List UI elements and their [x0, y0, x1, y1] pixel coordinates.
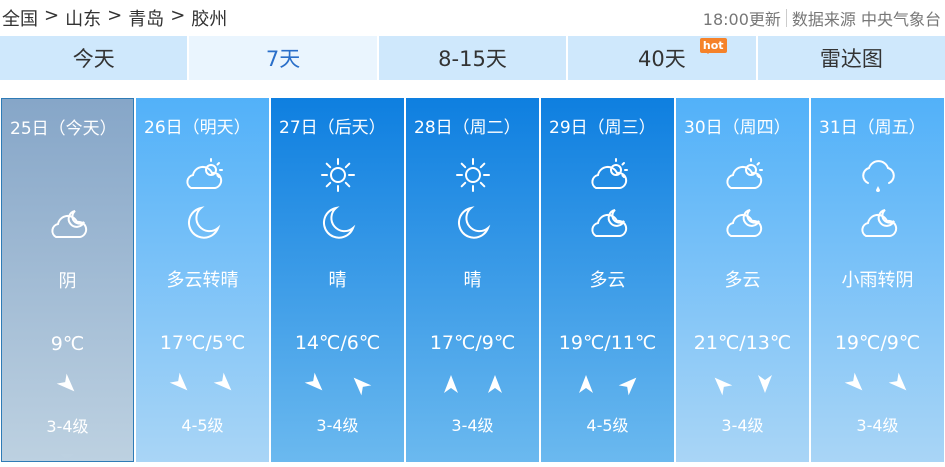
cloud-moon-icon — [590, 209, 627, 237]
weather-desc: 多云 — [724, 270, 761, 291]
cloud-moon-icon — [860, 209, 897, 237]
day-date: 27日（后天） — [279, 118, 386, 138]
hot-badge: hot — [699, 38, 727, 54]
source-info: 18:00更新 数据来源 中央气象台 — [703, 6, 941, 30]
wind-directions — [811, 372, 944, 395]
weather-desc: 小雨转阴 — [841, 270, 914, 291]
wind-arrow-icon — [888, 372, 906, 391]
tab-7-days[interactable]: 7天 — [189, 36, 377, 80]
breadcrumb-current: 胶州 — [191, 9, 228, 30]
day-card[interactable]: 30日（周四） 多云 21℃/13℃ 3-4级 — [676, 98, 809, 462]
header: 全国 > 山东 > 青岛 > 胶州 18:00更新 数据来源 中央气象台 — [0, 0, 945, 36]
moon-icon — [187, 207, 219, 239]
day-card[interactable]: 29日（周三） 多云 19℃/11℃ 4-5级 — [541, 98, 674, 462]
wind-level: 3-4级 — [46, 417, 89, 436]
wind-directions — [406, 373, 539, 395]
sun-icon — [320, 158, 355, 192]
sun-icon — [455, 158, 490, 192]
wind-level: 3-4级 — [721, 416, 764, 435]
tab-label: 雷达图 — [819, 47, 883, 71]
breadcrumb-link[interactable]: 山东 — [65, 9, 102, 30]
temperature: 19℃/11℃ — [558, 332, 657, 354]
cloud-sun-icon — [590, 158, 628, 189]
tab-8-15-days[interactable]: 8-15天 — [378, 36, 567, 80]
wind-directions — [136, 372, 269, 395]
tab-today[interactable]: 今天 — [0, 36, 188, 80]
wind-arrow-icon — [618, 377, 636, 396]
daily-forecast: 25日（今天） 阴 9℃ 3-4级 26日（明天） 多云转晴 17℃/5℃ 4-5级 27日（后… — [0, 98, 945, 464]
cloud-moon-icon — [725, 209, 762, 237]
wind-level: 3-4级 — [856, 416, 899, 435]
wind-directions — [676, 373, 809, 396]
day-card[interactable]: 31日（周五） 小雨转阴 19℃/9℃ 3-4级 — [811, 98, 944, 462]
temperature: 9℃ — [50, 333, 85, 355]
day-date: 26日（明天） — [144, 118, 251, 138]
day-date: 30日（周四） — [684, 118, 791, 138]
moon-icon — [457, 207, 489, 239]
wind-arrow-icon — [169, 372, 187, 391]
wind-arrow-icon — [213, 372, 231, 391]
temperature: 14℃/6℃ — [294, 332, 381, 354]
wind-arrow-icon — [578, 375, 593, 393]
day-card[interactable]: 28日（周二） 晴 17℃/9℃ 3-4级 — [406, 98, 539, 462]
data-source: 数据来源 中央气象台 — [791, 10, 941, 29]
wind-arrow-icon — [304, 372, 322, 391]
weather-desc: 多云 — [589, 270, 626, 291]
tab-radar[interactable]: 雷达图 — [757, 36, 945, 80]
forecast-tabs: 今天 7天 8-15天 40天 hot 雷达图 — [0, 36, 945, 80]
tab-label: 今天 — [72, 47, 115, 71]
temperature: 21℃/13℃ — [693, 332, 792, 354]
wind-directions — [271, 372, 404, 396]
wind-arrow-icon — [757, 375, 772, 393]
weather-desc: 晴 — [463, 270, 482, 291]
temperature: 19℃/9℃ — [834, 332, 921, 354]
rain-cloud-icon — [861, 160, 895, 192]
wind-directions — [2, 373, 133, 396]
weather-desc: 多云转晴 — [166, 270, 239, 291]
breadcrumb: 全国 > 山东 > 青岛 > 胶州 — [2, 5, 227, 31]
tab-label: 40天 — [638, 47, 686, 71]
breadcrumb-separator: > — [44, 5, 60, 26]
weather-desc: 阴 — [58, 271, 77, 292]
update-time: 18:00更新 — [702, 10, 781, 29]
divider — [785, 9, 787, 27]
cloud-moon-icon — [50, 210, 87, 238]
day-card[interactable]: 25日（今天） 阴 9℃ 3-4级 — [1, 98, 134, 462]
wind-level: 3-4级 — [451, 416, 494, 435]
tab-label: 8-15天 — [438, 47, 507, 71]
temperature: 17℃/5℃ — [159, 332, 246, 354]
tab-label: 7天 — [265, 47, 301, 71]
temperature: 17℃/9℃ — [429, 332, 516, 354]
wind-level: 3-4级 — [316, 416, 359, 435]
day-card[interactable]: 26日（明天） 多云转晴 17℃/5℃ 4-5级 — [136, 98, 269, 462]
day-date: 28日（周二） — [414, 118, 521, 138]
weather-desc: 晴 — [328, 270, 347, 291]
selected-indicator — [59, 454, 74, 467]
wind-arrow-icon — [353, 377, 371, 396]
wind-arrow-icon — [714, 377, 732, 396]
breadcrumb-link[interactable]: 全国 — [2, 9, 38, 30]
day-date: 25日（今天） — [10, 119, 117, 139]
moon-icon — [322, 207, 354, 239]
wind-arrow-icon — [844, 372, 862, 391]
cloud-sun-icon — [185, 158, 223, 189]
wind-arrow-icon — [56, 373, 74, 392]
tab-40-days[interactable]: 40天 hot — [568, 36, 756, 80]
breadcrumb-link[interactable]: 青岛 — [128, 9, 165, 30]
day-card[interactable]: 27日（后天） 晴 14℃/6℃ 3-4级 — [271, 98, 404, 462]
wind-level: 4-5级 — [586, 416, 629, 435]
day-date: 29日（周三） — [549, 118, 656, 138]
cloud-sun-icon — [725, 158, 763, 189]
wind-level: 4-5级 — [181, 416, 224, 435]
breadcrumb-separator: > — [170, 5, 186, 26]
wind-arrow-icon — [487, 375, 502, 393]
breadcrumb-separator: > — [107, 5, 123, 26]
wind-arrow-icon — [443, 375, 458, 393]
day-date: 31日（周五） — [819, 118, 926, 138]
wind-directions — [541, 373, 674, 396]
